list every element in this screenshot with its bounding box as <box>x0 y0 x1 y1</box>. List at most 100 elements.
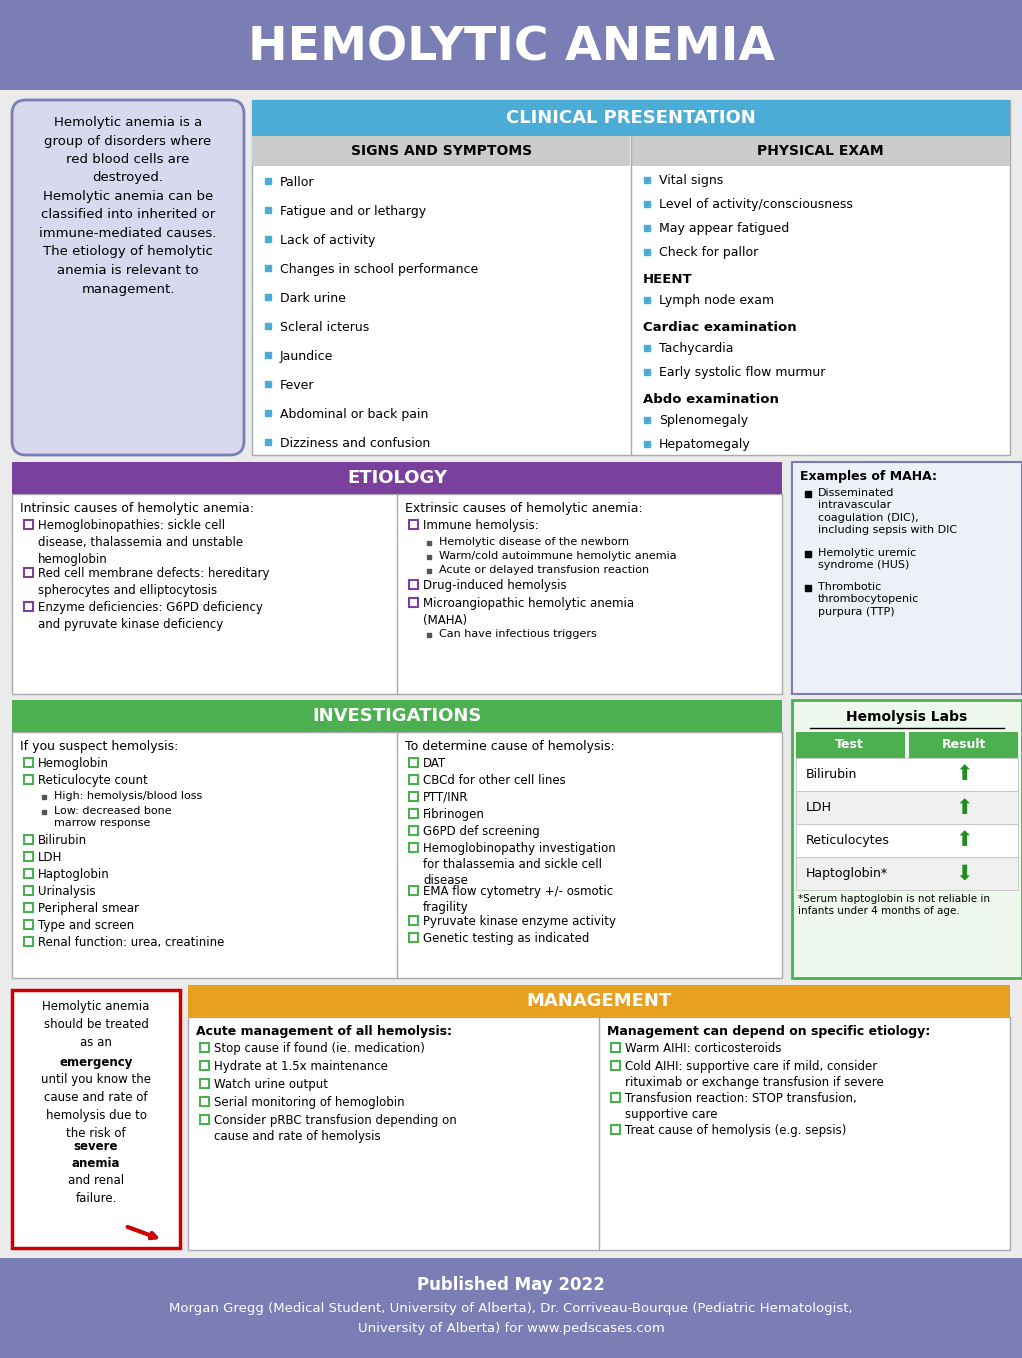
Bar <box>0 90 1022 1260</box>
Text: Cardiac examination: Cardiac examination <box>643 320 796 334</box>
Bar <box>200 1097 210 1105</box>
Bar <box>409 809 418 818</box>
Text: Acute or delayed transfusion reaction: Acute or delayed transfusion reaction <box>439 565 649 574</box>
Text: Hemoglobin: Hemoglobin <box>38 756 109 770</box>
Bar <box>200 1061 210 1070</box>
Text: SIGNS AND SYMPTOMS: SIGNS AND SYMPTOMS <box>351 144 532 158</box>
Text: Drug-induced hemolysis: Drug-induced hemolysis <box>423 579 566 592</box>
Bar <box>200 1043 210 1052</box>
Bar <box>252 136 630 166</box>
Bar <box>409 580 418 589</box>
Text: ⬆: ⬆ <box>956 797 973 818</box>
Text: LDH: LDH <box>806 801 832 813</box>
Bar <box>24 520 33 530</box>
Bar <box>796 758 1018 790</box>
Text: PHYSICAL EXAM: PHYSICAL EXAM <box>757 144 884 158</box>
Bar <box>409 775 418 784</box>
Text: Genetic testing as indicated: Genetic testing as indicated <box>423 932 590 945</box>
Text: Published May 2022: Published May 2022 <box>417 1277 605 1294</box>
Text: Stop cause if found (ie. medication): Stop cause if found (ie. medication) <box>214 1042 425 1055</box>
Bar <box>611 1124 620 1134</box>
FancyBboxPatch shape <box>12 100 244 455</box>
Text: Dizziness and confusion: Dizziness and confusion <box>280 437 430 449</box>
Text: CLINICAL PRESENTATION: CLINICAL PRESENTATION <box>506 109 756 128</box>
Text: Early systolic flow murmur: Early systolic flow murmur <box>659 367 826 379</box>
Text: Hemolytic uremic
syndrome (HUS): Hemolytic uremic syndrome (HUS) <box>818 549 917 570</box>
Text: Hemoglobinopathies: sickle cell
disease, thalassemia and unstable
hemoglobin: Hemoglobinopathies: sickle cell disease,… <box>38 519 243 566</box>
Bar <box>909 732 1018 758</box>
Text: Splenomegaly: Splenomegaly <box>659 414 748 426</box>
Bar <box>200 1080 210 1088</box>
Text: EMA flow cytometry +/- osmotic
fragility: EMA flow cytometry +/- osmotic fragility <box>423 885 613 914</box>
Text: Hemolytic anemia is a
group of disorders where
red blood cells are
destroyed.
He: Hemolytic anemia is a group of disorders… <box>39 115 217 296</box>
Bar <box>24 568 33 577</box>
Text: and renal
failure.: and renal failure. <box>67 1175 124 1205</box>
Text: Warm/cold autoimmune hemolytic anemia: Warm/cold autoimmune hemolytic anemia <box>439 551 677 561</box>
Text: INVESTIGATIONS: INVESTIGATIONS <box>313 708 481 725</box>
Text: Hemolysis Labs: Hemolysis Labs <box>846 710 968 724</box>
Text: Consider pRBC transfusion depending on
cause and rate of hemolysis: Consider pRBC transfusion depending on c… <box>214 1114 457 1143</box>
Text: Vital signs: Vital signs <box>659 174 724 187</box>
Text: Intrinsic causes of hemolytic anemia:: Intrinsic causes of hemolytic anemia: <box>20 502 254 515</box>
Text: Lack of activity: Lack of activity <box>280 234 375 247</box>
Text: Can have infectious triggers: Can have infectious triggers <box>439 629 597 640</box>
Text: Dark urine: Dark urine <box>280 292 345 306</box>
Text: Hemolytic disease of the newborn: Hemolytic disease of the newborn <box>439 536 630 547</box>
Text: Microangiopathic hemolytic anemia
(MAHA): Microangiopathic hemolytic anemia (MAHA) <box>423 598 634 627</box>
Text: ETIOLOGY: ETIOLOGY <box>346 469 447 488</box>
Text: Cold AIHI: supportive care if mild, consider
rituximab or exchange transfusion i: Cold AIHI: supportive care if mild, cons… <box>625 1061 884 1089</box>
Bar <box>12 732 782 978</box>
Text: MANAGEMENT: MANAGEMENT <box>526 991 671 1010</box>
Bar <box>792 462 1022 694</box>
Text: Urinalysis: Urinalysis <box>38 885 96 898</box>
Bar <box>0 0 1022 90</box>
Text: Abdo examination: Abdo examination <box>643 392 779 406</box>
Bar <box>188 1017 1010 1249</box>
Bar <box>409 598 418 607</box>
Text: Renal function: urea, creatinine: Renal function: urea, creatinine <box>38 936 225 949</box>
Text: Low: decreased bone
marrow response: Low: decreased bone marrow response <box>54 807 172 828</box>
Bar <box>796 732 905 758</box>
Text: DAT: DAT <box>423 756 447 770</box>
Text: Transfusion reaction: STOP transfusion,
supportive care: Transfusion reaction: STOP transfusion, … <box>625 1092 856 1120</box>
Bar <box>188 985 1010 1017</box>
Bar <box>24 851 33 861</box>
Text: G6PD def screening: G6PD def screening <box>423 826 540 838</box>
Text: May appear fatigued: May appear fatigued <box>659 221 789 235</box>
Bar <box>409 917 418 925</box>
Bar <box>409 843 418 851</box>
Text: Red cell membrane defects: hereditary
spherocytes and elliptocytosis: Red cell membrane defects: hereditary sp… <box>38 568 270 598</box>
Text: Hemoglobinopathy investigation
for thalassemia and sickle cell
disease: Hemoglobinopathy investigation for thala… <box>423 842 615 887</box>
Text: Immune hemolysis:: Immune hemolysis: <box>423 519 539 532</box>
Text: Acute management of all hemolysis:: Acute management of all hemolysis: <box>196 1025 452 1038</box>
Bar <box>611 1061 620 1070</box>
Text: Abdominal or back pain: Abdominal or back pain <box>280 407 428 421</box>
Text: Pyruvate kinase enzyme activity: Pyruvate kinase enzyme activity <box>423 915 616 928</box>
Text: HEENT: HEENT <box>643 273 693 287</box>
Text: Hepatomegaly: Hepatomegaly <box>659 439 751 451</box>
Text: To determine cause of hemolysis:: To determine cause of hemolysis: <box>405 740 615 752</box>
Text: Hydrate at 1.5x maintenance: Hydrate at 1.5x maintenance <box>214 1061 388 1073</box>
Text: Fatigue and or lethargy: Fatigue and or lethargy <box>280 205 426 219</box>
Bar <box>409 792 418 801</box>
Text: Scleral icterus: Scleral icterus <box>280 320 369 334</box>
Text: emergency: emergency <box>59 1057 133 1069</box>
Text: Changes in school performance: Changes in school performance <box>280 263 478 276</box>
Bar <box>796 790 1018 824</box>
Text: ⬇: ⬇ <box>956 864 973 884</box>
Text: Test: Test <box>835 739 864 751</box>
Bar <box>24 758 33 767</box>
Text: Disseminated
intravascular
coagulation (DIC),
including sepsis with DIC: Disseminated intravascular coagulation (… <box>818 488 958 535</box>
Bar <box>24 775 33 784</box>
Text: Management can depend on specific etiology:: Management can depend on specific etiolo… <box>607 1025 930 1038</box>
Text: Bilirubin: Bilirubin <box>38 834 87 847</box>
Text: HEMOLYTIC ANEMIA: HEMOLYTIC ANEMIA <box>247 26 775 71</box>
Bar <box>409 826 418 835</box>
Bar <box>796 824 1018 857</box>
Text: Reticulocyte count: Reticulocyte count <box>38 774 148 788</box>
Bar <box>0 1258 1022 1358</box>
Text: Haptoglobin*: Haptoglobin* <box>806 866 888 880</box>
Bar <box>12 494 782 694</box>
Text: Tachycardia: Tachycardia <box>659 342 734 354</box>
Text: If you suspect hemolysis:: If you suspect hemolysis: <box>20 740 179 752</box>
